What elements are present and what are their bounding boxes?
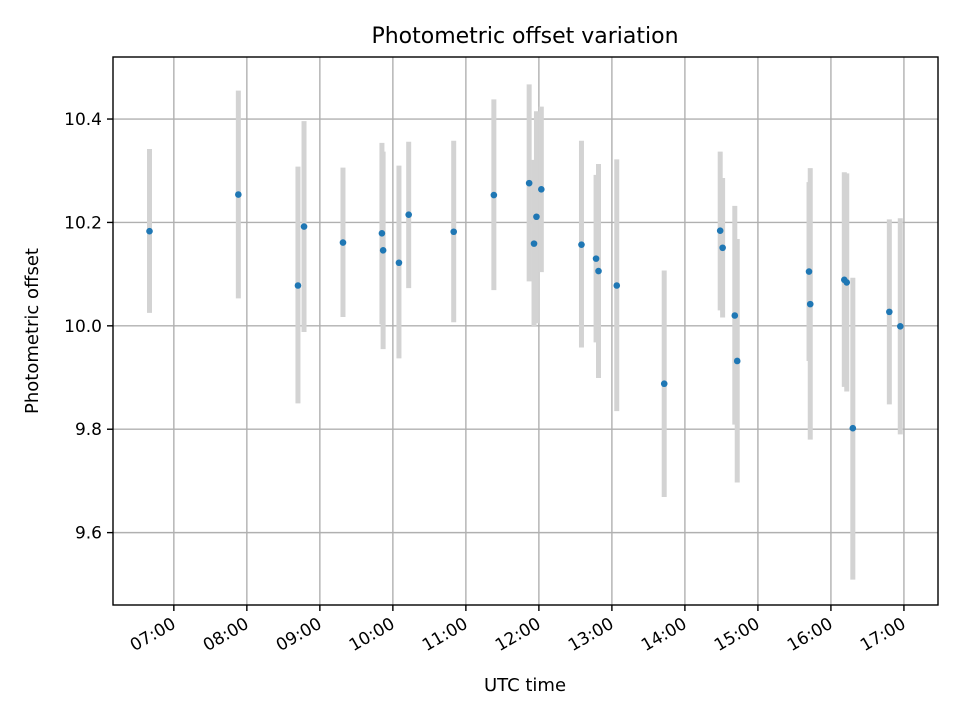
data-point [538,186,545,193]
data-point [146,227,153,235]
y-tick-label: 9.6 [75,524,102,544]
data-point [896,323,904,330]
data-point [806,300,814,308]
data-point [533,213,540,221]
data-point [379,247,387,254]
data-point [395,259,403,267]
data-point [592,255,600,262]
data-point [731,312,739,319]
data-point [805,268,813,275]
data-point [530,240,538,247]
data-point [719,244,726,252]
data-point [660,380,668,388]
data-point [733,357,741,365]
data-point [490,191,498,199]
y-axis-label: Photometric offset [22,248,43,414]
data-point [843,279,851,286]
data-point [405,211,412,218]
data-point [578,241,585,248]
y-tick-label: 10.0 [64,317,102,337]
x-axis-label: UTC time [484,675,566,696]
data-point [235,191,242,198]
data-point [886,308,893,316]
data-point [613,282,621,289]
data-point [595,267,602,275]
data-point [294,282,302,289]
chart-title: Photometric offset variation [371,24,678,49]
data-point [849,424,857,432]
data-point [378,229,386,237]
data-point [716,227,724,235]
y-tick-label: 10.2 [64,213,102,233]
plot-frame [112,56,939,606]
y-tick-label: 10.4 [64,110,102,130]
y-tick-label: 9.8 [75,420,102,440]
data-point [339,239,347,246]
point-layer [146,179,904,432]
data-point [450,228,458,236]
data-point [300,223,308,230]
data-point [525,179,533,187]
